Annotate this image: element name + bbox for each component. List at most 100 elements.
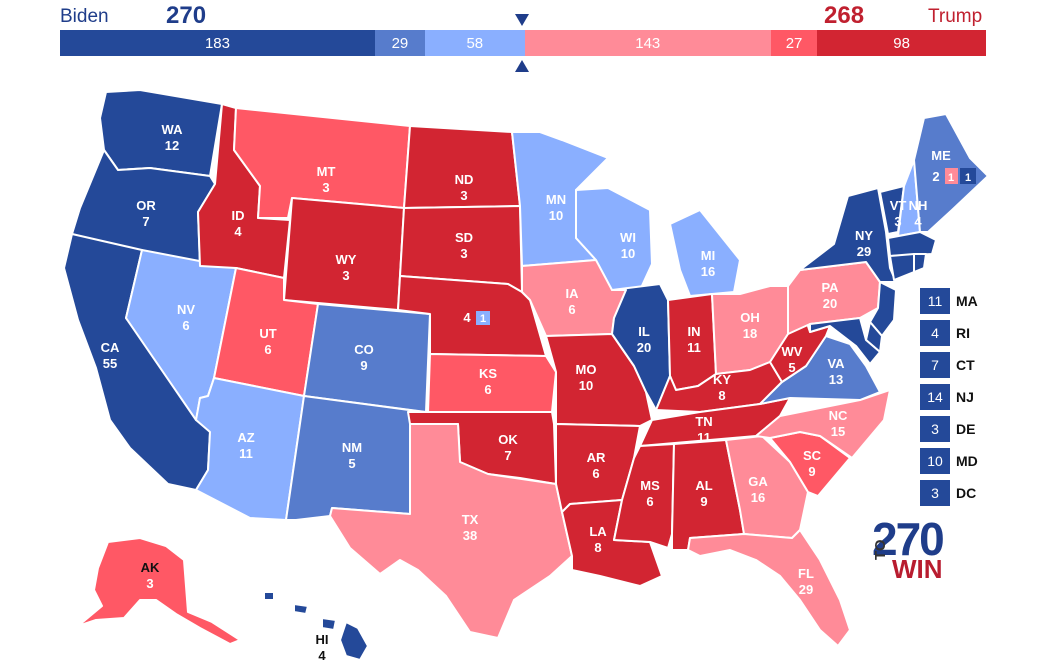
- state-ev-al: 9: [700, 494, 707, 509]
- logo-270: 270: [872, 513, 945, 565]
- state-label-ok: OK: [498, 432, 518, 447]
- state-ev-la: 8: [594, 540, 601, 555]
- state-ks[interactable]: [427, 353, 557, 413]
- small-state-row-dc[interactable]: 3 DC: [920, 480, 978, 506]
- ev-bar-segment-likely_r: 27: [770, 30, 818, 56]
- state-ev-pa: 20: [823, 296, 837, 311]
- small-state-row-ri[interactable]: 4 RI: [920, 320, 978, 346]
- state-label-mi: MI: [701, 248, 715, 263]
- state-ev-wv: 5: [788, 360, 795, 375]
- small-state-row-ma[interactable]: 11 MA: [920, 288, 978, 314]
- state-mi[interactable]: [669, 209, 741, 297]
- state-ev-oh: 18: [743, 326, 757, 341]
- me-statewide-label: 2: [932, 169, 939, 184]
- state-ev-nc: 15: [831, 424, 845, 439]
- state-label-ak: AK: [141, 560, 160, 575]
- state-label-sc: SC: [803, 448, 822, 463]
- small-state-row-ct[interactable]: 7 CT: [920, 352, 978, 378]
- me-district-1-label: 1: [965, 172, 971, 184]
- state-hi[interactable]: [339, 621, 369, 661]
- state-ev-wy: 3: [342, 268, 349, 283]
- state-label-al: AL: [695, 478, 712, 493]
- small-state-ev-box[interactable]: 7: [920, 352, 950, 378]
- state-ev-tx: 38: [463, 528, 477, 543]
- state-hi-island-maui[interactable]: [321, 617, 337, 631]
- state-ny[interactable]: [799, 187, 897, 283]
- state-label-hi: HI: [316, 632, 329, 647]
- state-ev-vt: 3: [894, 214, 901, 229]
- small-state-abbr: RI: [956, 325, 970, 341]
- state-label-mo: MO: [576, 362, 597, 377]
- state-label-mn: MN: [546, 192, 566, 207]
- state-label-wv: WV: [782, 344, 803, 359]
- small-state-row-de[interactable]: 3 DE: [920, 416, 978, 442]
- small-states-legend: 11 MA 4 RI 7 CT 14 NJ 3 DE 10 MD 3 DC: [920, 288, 978, 512]
- state-ev-ms: 6: [646, 494, 653, 509]
- state-ev-sd: 3: [460, 246, 467, 261]
- state-ev-wi: 10: [621, 246, 635, 261]
- state-nc[interactable]: [755, 389, 891, 459]
- state-labels: WA12OR7CA55NV6ID4MT3WY3UT6AZ11CO9NM5ND3S…: [101, 122, 951, 663]
- state-ev-or: 7: [142, 214, 149, 229]
- state-ev-sc: 9: [808, 464, 815, 479]
- rep-electoral-total: 268: [824, 2, 865, 29]
- state-hi-island-oahu[interactable]: [293, 603, 309, 615]
- state-ev-id: 4: [234, 224, 242, 239]
- small-state-abbr: DE: [956, 421, 976, 437]
- midpoint-marker-bottom-icon: [515, 60, 529, 72]
- state-ev-az: 11: [239, 446, 253, 461]
- ev-bar-segment-safe_d: 183: [60, 30, 375, 56]
- state-ev-mn: 10: [549, 208, 563, 223]
- state-ms[interactable]: [613, 443, 675, 549]
- state-label-az: AZ: [237, 430, 254, 445]
- state-hi-island-kauai[interactable]: [263, 591, 275, 601]
- small-state-ev-box[interactable]: 10: [920, 448, 950, 474]
- state-ev-ny: 29: [857, 244, 871, 259]
- small-state-row-nj[interactable]: 14 NJ: [920, 384, 978, 410]
- state-il[interactable]: [611, 283, 671, 411]
- state-ev-nm: 5: [348, 456, 355, 471]
- state-label-co: CO: [354, 342, 374, 357]
- state-tx[interactable]: [329, 423, 573, 639]
- state-ak[interactable]: [77, 537, 241, 645]
- state-label-ut: UT: [259, 326, 276, 341]
- state-ev-mo: 10: [579, 378, 593, 393]
- small-state-ev-box[interactable]: 14: [920, 384, 950, 410]
- state-ev-hi: 4: [318, 648, 326, 663]
- small-state-row-md[interactable]: 10 MD: [920, 448, 978, 474]
- small-state-abbr: MA: [956, 293, 978, 309]
- ne-district-split-label: 1: [480, 313, 486, 325]
- ev-bar-segment-likely_d: 29: [374, 30, 425, 56]
- state-label-wa: WA: [162, 122, 184, 137]
- small-state-ev-box[interactable]: 11: [920, 288, 950, 314]
- state-label-il: IL: [638, 324, 650, 339]
- rep-candidate-name: Trump: [928, 6, 983, 27]
- ne-statewide-label: 4: [463, 310, 471, 325]
- small-state-ev-box[interactable]: 3: [920, 416, 950, 442]
- state-label-nd: ND: [455, 172, 474, 187]
- state-ev-fl: 29: [799, 582, 813, 597]
- small-state-ev-box[interactable]: 4: [920, 320, 950, 346]
- small-state-ev-box[interactable]: 3: [920, 480, 950, 506]
- state-label-la: LA: [589, 524, 607, 539]
- state-label-ny: NY: [855, 228, 873, 243]
- state-ev-ky: 8: [718, 388, 725, 403]
- state-label-ar: AR: [587, 450, 606, 465]
- state-md[interactable]: [809, 317, 881, 365]
- logo-to: TO: [872, 539, 889, 560]
- state-la[interactable]: [561, 499, 663, 587]
- state-label-ms: MS: [640, 478, 660, 493]
- state-fl[interactable]: [687, 529, 851, 647]
- state-ma[interactable]: [887, 231, 937, 257]
- small-state-abbr: MD: [956, 453, 978, 469]
- state-ri[interactable]: [913, 253, 927, 273]
- state-ev-mi: 16: [701, 264, 715, 279]
- state-ev-in: 11: [687, 340, 701, 355]
- state-label-sd: SD: [455, 230, 473, 245]
- state-ev-ia: 6: [568, 302, 575, 317]
- state-ev-va: 13: [829, 372, 843, 387]
- state-ev-nd: 3: [460, 188, 467, 203]
- state-ct[interactable]: [889, 253, 915, 281]
- me-district-2-box: [945, 168, 958, 184]
